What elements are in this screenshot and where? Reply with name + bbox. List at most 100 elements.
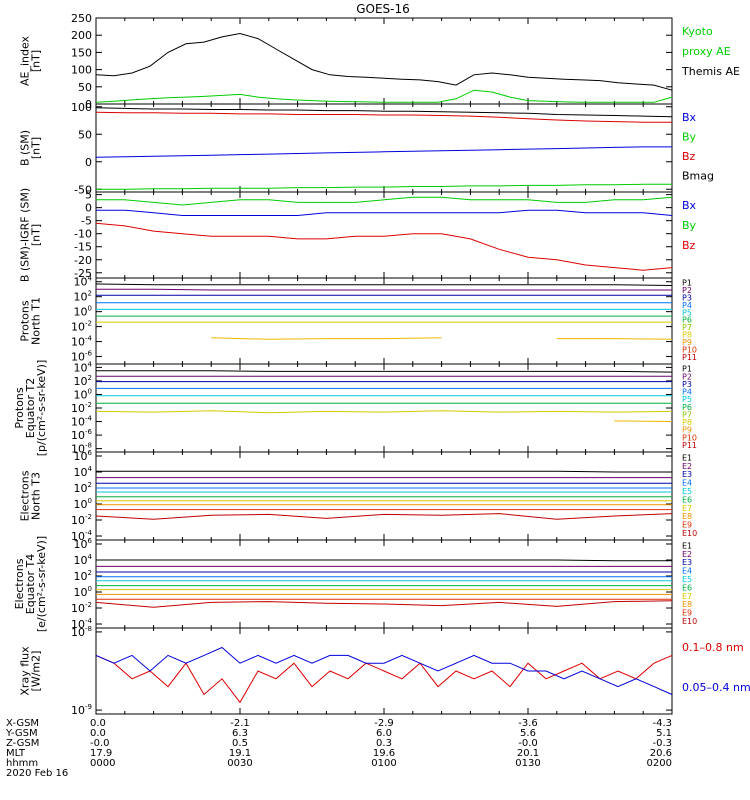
legend-entry: P2 [682,372,692,381]
y-tick-exponent: 6 [88,449,93,457]
y-axis-label: B (SM)-IGRF (SM)[nT] [19,188,43,282]
series-line [96,559,672,562]
ephemeris-table: X-GSM 0.0 -2.1 -2.9 -3.6 -4.3 Y-GSM 0.0 6.3 6.0 5.… [5,718,672,779]
y-tick-exponent: 2 [88,481,92,489]
legend-entry: Bmag [682,170,714,183]
y-tick-label: 104 [74,275,93,289]
y-axis-label-line: [nT] [30,137,43,159]
y-tick-exponent: -8 [85,442,92,450]
y-tick-exponent: -4 [85,335,93,343]
series-line [95,107,673,118]
ephemeris-value: -4.3 [652,718,672,729]
legend-entry: E5 [682,575,692,584]
y-tick-label: 10-4 [71,415,93,429]
legend-entry: P3 [682,380,692,389]
y-tick-label: 250 [71,12,92,25]
y-tick-exponent: -6 [85,428,93,436]
y-tick-exponent: 0 [88,305,92,313]
ephemeris-value: 5.6 [520,728,536,739]
ephemeris-row-label: Z-GSM [6,738,39,749]
legend-entry: Bz [682,239,696,252]
figure-title: GOES-16 [356,2,410,16]
series-line [95,513,673,520]
panel-legend: Bx By Bz [682,199,697,252]
legend-entry: P6 [682,316,692,325]
series-line [95,89,673,103]
series-line [95,32,673,91]
ephemeris-value: -0.3 [652,738,672,749]
y-tick-exponent: 0 [88,497,92,505]
y-axis-label-line: [p/(cm²-s-sr-keV)] [35,360,48,457]
y-tick-exponent: 0 [88,387,92,395]
ephemeris-value: 0100 [371,758,396,769]
ephemeris-value: 0130 [515,758,540,769]
panel-legend: 0.1–0.8 nm 0.05–0.4 nm [682,641,750,694]
series-line [211,337,673,340]
legend-entry: P11 [682,353,697,362]
y-tick-label: 100 [71,64,92,77]
y-tick-exponent: -4 [85,529,93,537]
y-tick-exponent: -2 [85,513,92,521]
y-tick-exponent: 0 [88,585,92,593]
ephemeris-value: -2.9 [374,718,394,729]
y-tick-label: 106 [74,449,93,463]
ephemeris-value: 20.1 [517,748,539,759]
y-tick-label: 5 [85,189,92,202]
legend-entry: E2 [682,550,692,559]
y-axis-label: AE_index[nT] [19,35,43,86]
legend-entry: E8 [682,512,692,521]
y-tick-exponent: 4 [88,360,93,368]
y-tick-label: 100 [74,387,92,401]
ephemeris-row-label: hhmm [6,758,38,769]
ephemeris-value: 0.5 [232,738,248,749]
legend-entry: E2 [682,462,692,471]
panel-8: 10-8 10-9 Xray flux[W/m2] 0.1–0.8 nm 0.05–0.… [19,625,750,717]
y-axis-label-line: [nT] [30,50,43,72]
legend-entry: P5 [682,395,692,404]
y-tick-label: 0 [85,202,92,215]
series-line [95,222,673,271]
legend-entry: P6 [682,403,692,412]
ephemeris-value: 20.6 [650,748,672,759]
ephemeris-value: 0.0 [90,728,106,739]
y-axis-label-line: Protons [19,300,32,341]
ephemeris-value: 6.3 [232,728,248,739]
legend-entry: P4 [682,388,692,397]
y-tick-exponent: 4 [88,275,93,283]
ephemeris-value: 19.6 [373,748,395,759]
y-tick-label: 102 [74,374,92,388]
legend-entry: P7 [682,410,692,419]
ephemeris-date: 2020 Feb 16 [6,768,68,779]
series-line [96,209,673,216]
y-axis-label-line: [e/(cm²-s-sr-keV)] [35,536,48,632]
legend-entry: P9 [682,426,692,435]
legend-entry: Themis AE [681,65,740,78]
legend-entry: E1 [682,541,692,550]
legend-entry: E3 [682,470,692,479]
ephemeris-value: 0000 [90,758,115,769]
y-axis-label-line: Electrons [19,470,32,521]
series-line [96,196,673,206]
y-tick-label: 10-2 [71,320,92,334]
y-tick-exponent: 4 [88,553,93,561]
ephemeris-value: 5.1 [656,728,672,739]
y-tick-exponent: -4 [85,617,93,625]
y-tick-label: 10-9 [71,703,92,717]
ephemeris-value: -0.0 [518,738,538,749]
y-axis-label: Xray flux[W/m2] [19,646,43,696]
legend-entry: E9 [682,521,692,530]
y-axis-label-line: B (SM) [19,130,32,166]
legend-entry: P1 [682,278,692,287]
y-axis-label-line: Equator T4 [24,554,37,614]
ephemeris-value: 0200 [647,758,672,769]
y-axis-label: B (SM)[nT] [19,130,43,166]
series-line [95,111,672,123]
y-tick-label: 104 [74,465,93,479]
legend-entry: E5 [682,487,692,496]
legend-entry: E1 [682,453,692,462]
legend-entry: E6 [682,583,692,592]
